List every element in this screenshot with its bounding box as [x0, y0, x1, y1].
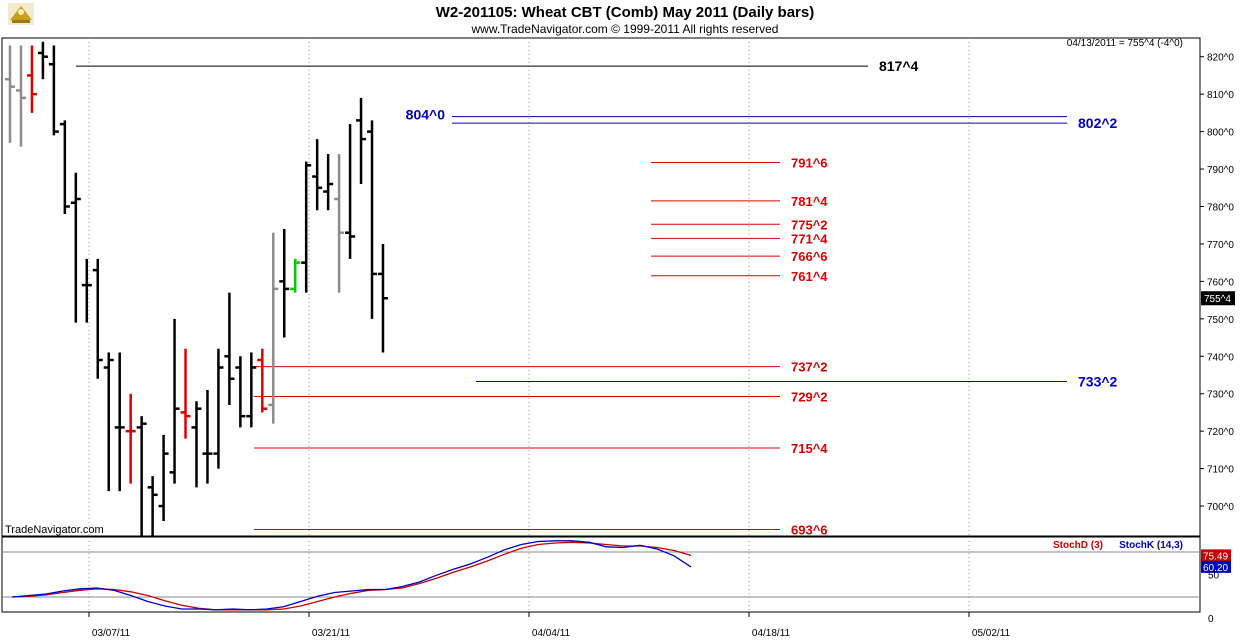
x-tick-label: 03/21/11	[312, 628, 351, 639]
level-label: 791^6	[791, 156, 828, 171]
quote-readout: 04/13/2011 = 755^4 (-4^0)	[1067, 38, 1183, 49]
level-label: 804^0	[406, 107, 446, 123]
level-label: 817^4	[879, 58, 919, 74]
y-tick-label: 760^0	[1207, 277, 1234, 288]
y-tick-label: 780^0	[1207, 202, 1234, 213]
watermark: TradeNavigator.com	[5, 524, 104, 536]
tradenavigator-logo-icon	[8, 3, 34, 25]
y-tick-label: 810^0	[1207, 90, 1234, 101]
level-label: 775^2	[791, 217, 828, 232]
y-tick-label: 710^0	[1207, 465, 1234, 476]
level-label: 729^2	[791, 390, 828, 405]
chart-title: W2-201105: Wheat CBT (Comb) May 2011 (Da…	[436, 4, 814, 21]
bar-group	[5, 41, 388, 536]
x-tick-label: 04/18/11	[752, 628, 791, 639]
stochk-value: 60.20	[1203, 563, 1228, 574]
level-label: 737^2	[791, 360, 828, 375]
y-tick-label: 740^0	[1207, 352, 1234, 363]
level-label: 766^6	[791, 249, 828, 264]
legend-stochd: StochD (3)	[1053, 540, 1103, 551]
level-label: 802^2	[1078, 115, 1118, 131]
stochd-value: 75.49	[1203, 551, 1228, 562]
price-axis: 700^0 710^0 720^0 730^0 740^0 750^0 760^0 770^0…	[1200, 53, 1235, 513]
level-label: 771^4	[791, 231, 828, 246]
grid	[88, 38, 970, 612]
y-tick-label: 700^0	[1207, 502, 1234, 513]
level-label: 733^2	[1078, 374, 1118, 390]
level-label: 761^4	[791, 269, 828, 284]
stochastic-pane-border	[1, 536, 1201, 613]
price-bars	[5, 41, 388, 536]
x-tick-label: 04/04/11	[532, 628, 571, 639]
x-tick-label: 05/02/11	[972, 628, 1011, 639]
last-price-label: 755^4	[1204, 294, 1231, 305]
legend-stochk: StochK (14,3)	[1119, 540, 1183, 551]
chart-frame	[1, 37, 1201, 613]
date-axis: 03/07/11 03/21/11 04/04/11 04/18/11 05/02/11	[88, 612, 1011, 639]
stochk-value-box	[1201, 560, 1231, 573]
y-tick-label: 750^0	[1207, 315, 1234, 326]
stochd-value-box	[1201, 549, 1231, 562]
y-tick-label: 820^0	[1207, 53, 1234, 64]
level-label: 715^4	[791, 441, 828, 456]
y-tick-label: 800^0	[1207, 128, 1234, 139]
x-tick-label: 03/07/11	[92, 628, 131, 639]
y-tick-label: 770^0	[1207, 240, 1234, 251]
stoch-axis-label: 0	[1208, 614, 1214, 625]
price-pane-border	[1, 37, 1201, 537]
stoch-series-line	[11, 541, 692, 611]
y-tick-label: 720^0	[1207, 427, 1234, 438]
stoch-axis-label: 50	[1208, 571, 1220, 582]
chart-subtitle: www.TradeNavigator.com © 1999-2011 All r…	[471, 22, 779, 36]
last-price-box	[1201, 291, 1235, 306]
level-label: 693^6	[791, 522, 828, 537]
stoch-series-line	[11, 540, 692, 611]
y-tick-label: 790^0	[1207, 165, 1234, 176]
y-tick-label: 730^0	[1207, 390, 1234, 401]
level-label: 781^4	[791, 194, 828, 209]
